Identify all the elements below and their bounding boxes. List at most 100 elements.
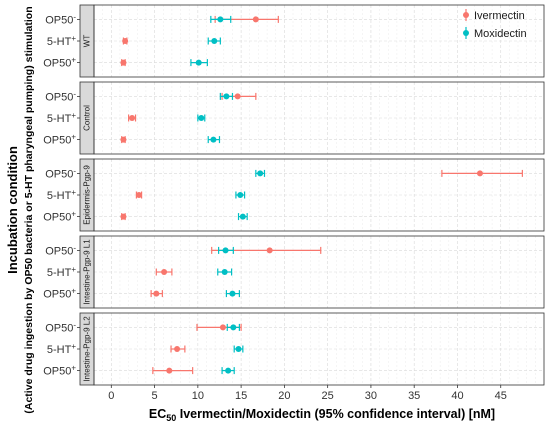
y-tick-label-superscript: - [73, 89, 76, 98]
data-point [120, 136, 127, 143]
y-tick-label-superscript: + [71, 210, 76, 219]
facet-strip-label: Intestine-Pgp-9 L1 [83, 239, 92, 305]
y-tick-label-base: OP50 [43, 289, 71, 301]
panel-border [93, 235, 545, 309]
y-tick-label-base: OP50 [43, 58, 71, 70]
data-point [266, 247, 273, 254]
data-point [229, 290, 236, 297]
x-axis-title-prefix: EC [149, 407, 166, 421]
facet-panel: OP50-5-HT+OP50+WT [43, 4, 545, 78]
y-tick-label-superscript: + [71, 111, 76, 120]
y-tick-label: OP50- [45, 166, 76, 180]
facets-layer: OP50-5-HT+OP50+WTOP50-5-HT+OP50+ControlO… [43, 4, 545, 386]
x-tick-label: 15 [235, 390, 247, 402]
y-tick-label-base: OP50 [45, 168, 73, 180]
data-point [210, 136, 217, 143]
y-tick-label-base: OP50 [45, 14, 73, 26]
panel-border [93, 158, 545, 232]
data-point [223, 93, 230, 100]
facet-panel: OP50-5-HT+OP50+ Intestine-Pgp-9 L2 [43, 312, 545, 386]
data-point [221, 269, 228, 275]
y-tick-label-base: 5-HT [47, 113, 72, 125]
y-tick-label: OP50- [45, 243, 76, 257]
data-point [257, 170, 264, 177]
facet-panel: OP50-5-HT+OP50+ Intestine-Pgp-9 L1 [43, 235, 545, 309]
y-tick-label-base: OP50 [45, 322, 73, 334]
y-tick-label: OP50- [45, 320, 76, 334]
x-tick-label: 5 [152, 390, 158, 402]
y-tick-label: OP50+ [43, 364, 76, 378]
y-tick-label: OP50+ [43, 133, 76, 147]
panel-border [93, 81, 545, 155]
x-axis-title: EC50 Ivermectin/Moxidectin (95% confiden… [149, 407, 495, 423]
facet-strip-label: Intestine-Pgp-9 L2 [83, 316, 92, 382]
data-point [122, 38, 129, 44]
y-tick-label-superscript: + [71, 342, 76, 351]
legend-item: Ivermectin [463, 9, 525, 22]
data-point [225, 367, 232, 374]
facet-strip-label: WT [83, 35, 92, 48]
x-tick-label: 20 [278, 390, 290, 402]
panel-border [93, 4, 545, 78]
y-axis-title: Incubation condition [5, 146, 20, 274]
data-point [120, 213, 127, 220]
legend-key-point [463, 12, 469, 18]
y-tick-label-base: OP50 [43, 212, 71, 224]
y-tick-label-superscript: + [71, 188, 76, 197]
y-tick-label: 5-HT+ [47, 188, 76, 202]
y-tick-label-superscript: - [73, 12, 76, 21]
y-tick-label: OP50+ [43, 210, 76, 224]
data-point [161, 269, 168, 275]
data-point [222, 247, 229, 254]
x-tick-label: 35 [408, 390, 420, 402]
panel-border [93, 312, 545, 386]
facet-strip-label: Control [83, 105, 92, 131]
y-tick-label-base: OP50 [43, 366, 71, 378]
y-tick-label-base: 5-HT [47, 344, 72, 356]
y-tick-label-base: 5-HT [47, 36, 72, 48]
data-point [120, 59, 127, 66]
y-tick-label: OP50- [45, 89, 76, 103]
data-point [239, 213, 246, 220]
facet-panel: OP50-5-HT+OP50+Control [43, 81, 545, 155]
y-tick-label-base: OP50 [45, 245, 73, 257]
x-tick-label: 45 [495, 390, 507, 402]
data-point [217, 16, 224, 23]
data-point [252, 16, 259, 23]
x-tick-label: 30 [365, 390, 377, 402]
y-tick-label-superscript: + [71, 265, 76, 274]
y-tick-label-base: 5-HT [47, 267, 72, 279]
legend-key-point [463, 30, 469, 36]
y-tick-label: 5-HT+ [47, 34, 76, 48]
data-point [219, 324, 226, 331]
y-axis-subtitle: (Active drug ingestion by OP50 bacteria … [23, 6, 35, 413]
legend-label: Moxidectin [474, 28, 527, 40]
data-point [235, 346, 242, 352]
y-tick-label-superscript: - [73, 166, 76, 175]
y-tick-label-base: 5-HT [47, 190, 72, 202]
y-tick-label: OP50+ [43, 287, 76, 301]
y-tick-label: 5-HT+ [47, 111, 76, 125]
data-point [166, 367, 173, 374]
y-tick-label-base: OP50 [45, 91, 73, 103]
x-tick-label: 0 [108, 390, 114, 402]
data-point [129, 115, 136, 121]
data-point [211, 38, 218, 44]
x-tick-label: 40 [451, 390, 463, 402]
x-axis: 0 5 10 15 20 25 30 35 40 45 [108, 385, 507, 402]
legend: Ivermectin Moxidectin [463, 9, 527, 40]
y-tick-label: OP50+ [43, 56, 76, 70]
x-axis-title-rest: Ivermectin/Moxidectin (95% confidence in… [176, 407, 495, 421]
y-tick-label-superscript: + [71, 133, 76, 142]
facet-strip-label: Epidermis-Pgp-9 [83, 165, 92, 225]
data-point [174, 346, 181, 352]
data-point [198, 115, 205, 121]
y-tick-label: 5-HT+ [47, 342, 76, 356]
y-tick-label-superscript: + [71, 56, 76, 65]
y-tick-label-superscript: - [73, 243, 76, 252]
y-tick-label: OP50- [45, 12, 76, 26]
data-point [234, 93, 241, 100]
y-tick-label-superscript: + [71, 34, 76, 43]
x-tick-label: 25 [322, 390, 334, 402]
